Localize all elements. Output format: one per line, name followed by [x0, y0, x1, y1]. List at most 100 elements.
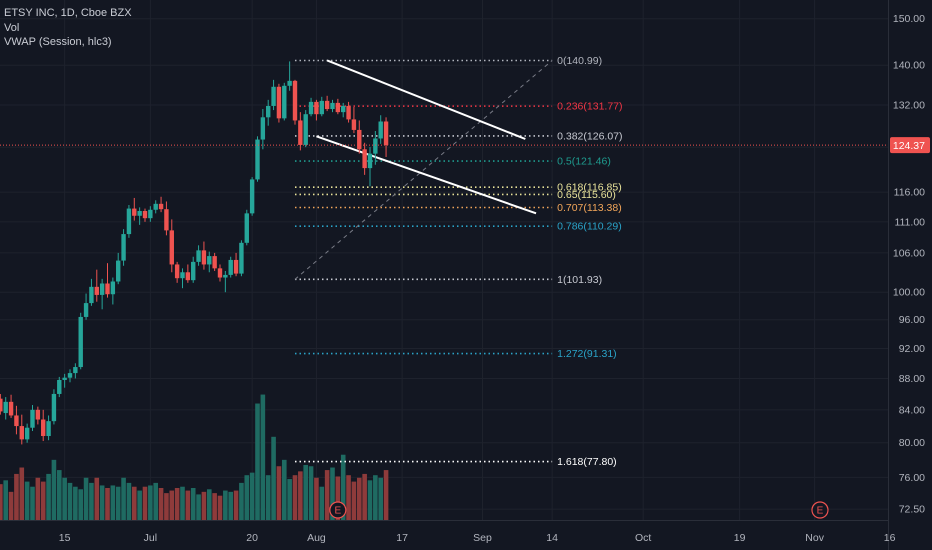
volume-bar [158, 488, 164, 520]
candle-body [298, 120, 303, 145]
last-price-label: 124.37 [893, 140, 925, 152]
candle-body [105, 283, 110, 295]
fib-level-label: 0.618(116.85) [557, 182, 622, 194]
volume-bar [142, 486, 148, 520]
volume-bar [94, 477, 100, 520]
price-tick-label: 100.00 [893, 287, 925, 299]
fib-level-label: 0.236(131.77) [557, 101, 622, 113]
grid [0, 0, 891, 520]
volume-bar [67, 482, 73, 520]
candle-body [367, 153, 373, 169]
price-tick-label: 72.50 [899, 504, 925, 516]
candle-body [282, 85, 287, 119]
time-tick-label: Sep [473, 532, 492, 544]
volume-bar [89, 482, 94, 520]
candle-body [78, 316, 83, 368]
time-tick-label: 19 [734, 532, 746, 544]
volume-bar [233, 490, 239, 520]
volume-bar [335, 476, 341, 520]
price-tick-label: 140.00 [893, 60, 925, 72]
candle-body [292, 80, 298, 121]
volume-bar [19, 467, 25, 520]
volume-bar [373, 475, 378, 520]
fib-level-label: 0(140.99) [557, 55, 602, 67]
candle-body [110, 281, 116, 295]
volume-bar [180, 486, 185, 520]
volume-bar [298, 471, 303, 520]
volume-bar [131, 486, 137, 520]
candle-body [73, 367, 78, 374]
volume-bar [30, 486, 35, 520]
volume-bar [292, 475, 298, 520]
volume-bar [148, 485, 153, 520]
volume-bar [78, 489, 84, 520]
candle-body [158, 203, 164, 210]
price-axis[interactable]: 150.00140.00132.00124.00116.00111.00106.… [888, 0, 932, 550]
volume-bar [121, 477, 126, 520]
price-tick-label: 111.00 [894, 216, 925, 228]
volume-bar [212, 493, 217, 520]
candle-body [223, 274, 228, 278]
volume-bar [324, 470, 330, 520]
channel-lower-line [316, 135, 537, 215]
volume-bar [164, 493, 169, 520]
volume-bar [56, 470, 62, 520]
volume-bar [51, 459, 57, 520]
fib-level-label: 1(101.93) [557, 274, 602, 286]
vol-indicator-label[interactable]: Vol [4, 21, 20, 34]
symbol-title[interactable]: ETSY INC, 1D, Cboe BZX [4, 7, 132, 19]
time-tick-label: 17 [396, 532, 408, 544]
volume-bar [0, 484, 3, 520]
volume-bar [362, 473, 367, 520]
volume-bar [255, 403, 260, 520]
time-tick-label: 15 [59, 532, 71, 544]
volume-bar [356, 477, 362, 520]
volume-bar [105, 488, 110, 520]
fib-level-label: 0.707(113.38) [557, 202, 622, 214]
candle-body [271, 86, 276, 106]
candle-body [121, 234, 126, 261]
candle-body [94, 286, 99, 295]
candle-body [228, 259, 233, 275]
time-axis-bg [0, 520, 888, 550]
candle-body [126, 208, 132, 235]
price-tick-label: 80.00 [899, 437, 925, 449]
volume-bar [260, 394, 266, 520]
candle-body [83, 303, 89, 317]
drawing-lines[interactable] [294, 59, 553, 280]
fib-level-label: 1.618(77.80) [557, 456, 617, 468]
time-tick-label: 20 [246, 532, 258, 544]
price-tick-label: 76.00 [899, 472, 925, 484]
candle-body [153, 203, 158, 210]
candle-body [362, 149, 367, 169]
candle-body [335, 102, 341, 113]
time-tick-label: Jul [144, 532, 157, 544]
candle-body [196, 250, 201, 262]
last-price-badge [890, 137, 930, 154]
fib-retracement[interactable]: 0(140.99) 0.236(131.77) 0.382(126.07) 0.5(1… [294, 55, 623, 468]
volume-bars [0, 394, 389, 520]
volume-bar [351, 481, 357, 520]
candle-body [308, 101, 314, 115]
candle-body [24, 427, 30, 440]
volume-bar [303, 464, 309, 520]
candle-body [19, 426, 24, 440]
candle-body [46, 421, 51, 437]
fib-level-label: 1.272(91.31) [557, 348, 617, 360]
volume-bar [153, 482, 159, 520]
volume-bar [223, 490, 228, 520]
volume-bar [190, 488, 196, 520]
candle-body [164, 209, 169, 231]
volume-bar [340, 454, 346, 520]
candle-body [239, 242, 244, 274]
volume-bar [35, 477, 41, 520]
candle-body [373, 138, 378, 154]
candle-body [169, 230, 174, 265]
time-axis[interactable]: un15Jul20Aug17Sep14Oct19Nov16 [0, 520, 896, 550]
vwap-indicator-label[interactable]: VWAP (Session, hlc3) [4, 36, 112, 48]
volume-bar [174, 488, 180, 520]
candle-body [341, 105, 346, 113]
